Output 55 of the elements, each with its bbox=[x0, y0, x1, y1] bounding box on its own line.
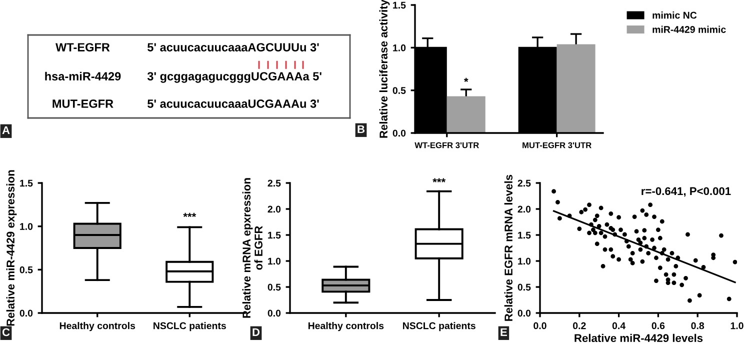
y-tick-label: 0.5 bbox=[392, 87, 406, 94]
y-tick-label: 2.5 bbox=[268, 180, 281, 187]
y-tick-label: 0.0 bbox=[20, 310, 33, 317]
y-axis-title: Relative EGFR mRNA levels bbox=[504, 174, 512, 321]
legend-label: miR-4429 mimic bbox=[652, 26, 726, 33]
text: WT-EGFR bbox=[56, 43, 110, 52]
text: 5' acuucacuucaaaAGCUUUu 3' bbox=[148, 43, 319, 52]
text: B bbox=[358, 125, 365, 133]
x-tick-label: 0.2 bbox=[573, 322, 586, 330]
x-tick-label: 0.0 bbox=[534, 322, 546, 330]
y-tick-label: 0.0 bbox=[392, 130, 406, 137]
annotation: *** bbox=[183, 212, 196, 218]
y-tick-label: 1.5 bbox=[518, 232, 531, 239]
y-tick-label: 2.5 bbox=[518, 180, 531, 187]
x-tick-label: MUT-EGFR 3'UTR bbox=[522, 142, 592, 148]
y-tick-label: 0.5 bbox=[268, 284, 281, 291]
y-tick-label: 0.0 bbox=[518, 310, 531, 317]
y-tick-label: 2.0 bbox=[518, 206, 531, 213]
annotation: * bbox=[464, 78, 468, 82]
annotation: r=-0.641, P<0.001 bbox=[642, 187, 731, 197]
x-tick-label: 1.0 bbox=[730, 322, 744, 330]
y-tick-label: 2.0 bbox=[268, 206, 281, 213]
y-tick-label: 0.5 bbox=[20, 266, 33, 274]
y-tick-label: 1.0 bbox=[268, 258, 281, 265]
y-tick-label: 1.0 bbox=[20, 223, 33, 230]
text: 5' acuucacuucaaaUCGAAAu 3' bbox=[148, 100, 319, 108]
text: hsa-miR-4429 bbox=[45, 72, 121, 80]
text: C bbox=[2, 328, 10, 336]
x-tick-label: 0.6 bbox=[652, 322, 665, 330]
x-tick-label: WT-EGFR 3'UTR bbox=[414, 142, 479, 148]
y-tick-label: 1.0 bbox=[393, 44, 406, 52]
bar bbox=[556, 44, 596, 133]
x-tick-label: 0.4 bbox=[612, 322, 626, 330]
y-tick-label: 1.0 bbox=[518, 258, 531, 265]
y-axis-title: Relative luciferase activity bbox=[379, 0, 390, 138]
text: MUT-EGFR bbox=[52, 100, 114, 108]
y-tick-label: 1.5 bbox=[20, 180, 33, 187]
x-tick-label: NSCLC patients bbox=[403, 322, 476, 332]
y-tick-label: 1.5 bbox=[268, 232, 281, 239]
annotation: *** bbox=[432, 178, 446, 182]
x-tick-label: NSCLC patients bbox=[154, 322, 226, 332]
x-tick-label: 0.8 bbox=[691, 322, 704, 330]
text: E bbox=[500, 328, 507, 336]
legend-label: mimic NC bbox=[652, 12, 697, 19]
y-axis-title: Relative mRNA epxression of EGFR bbox=[242, 178, 262, 318]
y-axis-title: Relative miR-4429 expression bbox=[6, 170, 17, 326]
text: D bbox=[252, 328, 260, 336]
y-tick-label: 0.0 bbox=[268, 310, 281, 317]
y-tick-label: 1.5 bbox=[393, 2, 406, 9]
y-tick-label: 0.5 bbox=[518, 284, 531, 291]
x-tick-label: Healthy controls bbox=[60, 322, 136, 332]
x-tick-label: Healthy controls bbox=[308, 322, 384, 332]
text: 3' gcggagagucgggUCGAAAa 5' bbox=[147, 72, 322, 83]
text: A bbox=[2, 126, 10, 134]
x-axis-title: Relative miR-4429 levels bbox=[574, 334, 703, 342]
